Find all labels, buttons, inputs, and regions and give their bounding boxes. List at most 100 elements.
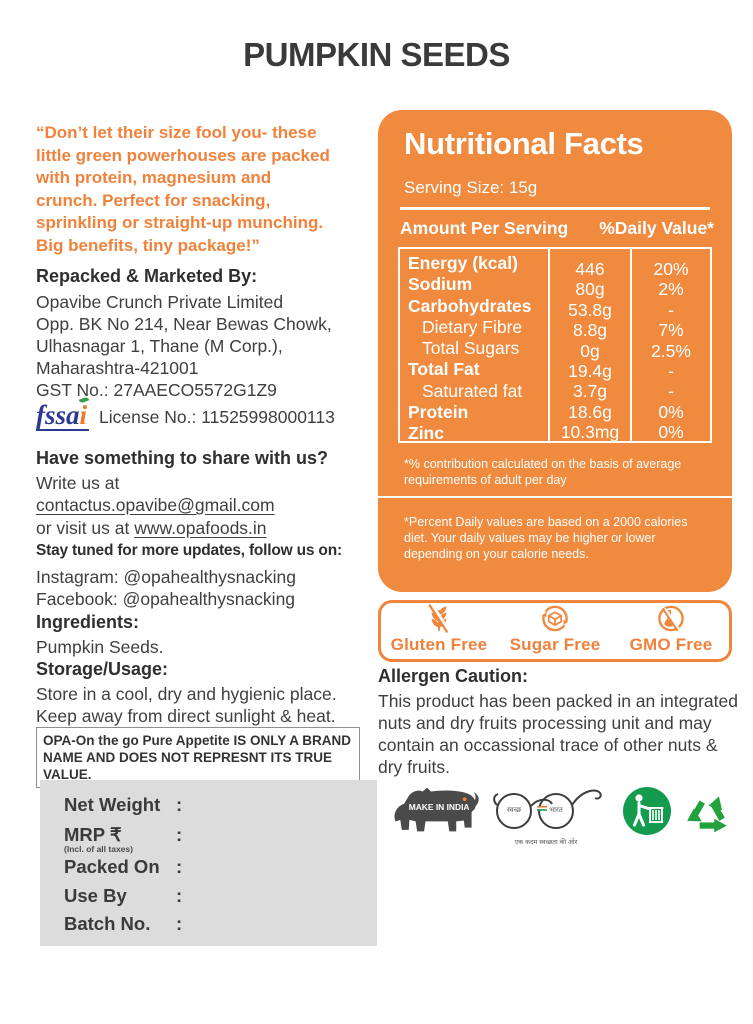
product-quote: “Don’t let their size fool you- these li… — [36, 122, 366, 257]
fssai-logo: fssai — [36, 396, 90, 431]
quote-line: sprinkling or straight-up munching. — [36, 213, 324, 232]
nutrient-amount: 3.7g — [572, 381, 608, 402]
contact-email-link[interactable]: contactus.opavibe@gmail.com — [36, 495, 275, 515]
nutrition-table-header: Amount Per Serving %Daily Value* — [400, 218, 714, 239]
use-by-row: Use By : — [64, 885, 182, 907]
quote-line: “Don’t let their size fool you- these — [36, 123, 317, 142]
nutrition-title: Nutritional Facts — [404, 126, 644, 161]
make-in-india-logo: MAKE IN INDIA — [394, 787, 479, 832]
badge-label: GMO Free — [629, 635, 713, 654]
gmo-free-badge: GMO Free — [613, 603, 729, 659]
amount-per-serving-header: Amount Per Serving — [400, 218, 569, 238]
free-from-badges: Gluten Free Sugar Free GMO Free — [378, 600, 732, 662]
net-weight-label: Net Weight — [64, 794, 161, 815]
nutrition-facts-panel: Nutritional Facts Serving Size: 15g Amou… — [378, 110, 732, 592]
swachh-text: स्वच्छ — [506, 807, 522, 814]
colon: : — [176, 885, 183, 906]
ingredients-value: Pumpkin Seeds. — [36, 637, 164, 657]
nutrient-amount: 8.8g — [572, 320, 608, 341]
storage-line: Keep away from direct sunlight & heat. — [36, 706, 336, 726]
badge-label: Sugar Free — [509, 635, 601, 654]
sugar-free-badge: Sugar Free — [497, 603, 613, 659]
nutrient-name: Carbohydrates — [408, 295, 532, 316]
nutrient-amount-column: 446 80g 53.8g 8.8g 0g 19.4g 3.7g 18.6g 1… — [548, 249, 630, 441]
address-line: Ulhasnagar 1, Thane (M Corp.), — [36, 336, 283, 356]
page-title: PUMPKIN SEEDS — [243, 36, 510, 73]
wheat-slash-icon — [428, 603, 451, 633]
share-heading: Have something to share with us? — [36, 448, 329, 468]
swachh-tagline: एक कदम स्वच्छता की ओर — [514, 839, 578, 846]
colon: : — [176, 824, 183, 845]
nutrient-name: Zinc — [408, 423, 444, 441]
daily-value-footnote: *Percent Daily values are based on a 200… — [404, 515, 688, 561]
quote-line: Big benefits, tiny package!” — [36, 235, 260, 255]
pack-details-box: Net Weight : MRP ₹ (Incl. of all taxes) … — [40, 780, 377, 946]
nutrient-amount: 0g — [580, 340, 600, 361]
nutrient-dv: 20% — [653, 259, 689, 279]
nutrient-dv: - — [668, 299, 674, 320]
nutrient-name: Protein — [408, 402, 469, 423]
use-by-label: Use By — [64, 885, 127, 906]
nutrient-dv-column: 20% 2% - 7% 2.5% - - 0% 0% — [630, 249, 710, 441]
colon: : — [176, 913, 183, 934]
nutrient-name: Dietary Fibre — [422, 316, 523, 337]
marketed-by-address: Opavibe Crunch Private Limited Opp. BK N… — [36, 291, 366, 401]
flask-slash-icon — [658, 605, 684, 632]
batch-no-row: Batch No. : — [64, 913, 182, 935]
batch-no-label: Batch No. — [64, 913, 151, 934]
fssai-license-number: License No.: 11525998000113 — [99, 406, 335, 427]
nutrient-name: Saturated fat — [422, 380, 523, 401]
nutrient-name-column: Energy (kcal) Sodium Carbohydrates Dieta… — [400, 249, 548, 441]
colon: : — [176, 856, 183, 877]
recycle-icon — [687, 796, 727, 833]
bharat-text: भारत — [549, 807, 563, 814]
nutrient-amount: 80g — [575, 279, 605, 300]
address-line: Maharashtra-421001 — [36, 358, 199, 378]
storage-line: Store in a cool, dry and hygienic place. — [36, 684, 337, 704]
nutrient-name: Total Fat — [408, 359, 480, 380]
sugar-cube-icon — [541, 605, 569, 632]
nutrient-dv: 0% — [658, 401, 684, 422]
instagram-handle: Instagram: @opahealthysnacking — [36, 567, 296, 587]
quote-line: crunch. Perfect for snacking, — [36, 190, 271, 210]
nutrient-dv: 2.5% — [651, 340, 691, 361]
colon: : — [176, 794, 183, 815]
nutrient-name: Sodium — [408, 274, 473, 295]
address-line: GST No.: 27AAECO5572G1Z9 — [36, 380, 277, 400]
gandhi-glasses-icon — [493, 789, 602, 829]
allergen-heading: Allergen Caution: — [378, 666, 529, 686]
facebook-handle: Facebook: @opahealthysnacking — [36, 589, 296, 609]
nutrient-amount: 53.8g — [568, 299, 612, 320]
divider — [400, 207, 710, 210]
nutrient-dv: 0% — [658, 422, 684, 441]
tidyman-icon — [623, 787, 671, 835]
storage-heading: Storage/Usage: — [36, 659, 169, 679]
visit-us-line: or visit us at www.opafoods.in — [36, 518, 267, 538]
packed-on-label: Packed On — [64, 856, 160, 877]
packed-on-row: Packed On : — [64, 856, 182, 878]
badge-label: Gluten Free — [390, 635, 488, 654]
fssai-logo-text: fssa — [36, 400, 80, 430]
ingredients-heading: Ingredients: — [36, 612, 140, 632]
nutrient-amount: 446 — [575, 259, 605, 279]
swachh-bharat-logo: स्वच्छ भारत एक कदम स्वच्छता की ओर — [490, 786, 602, 846]
gluten-free-badge: Gluten Free — [381, 603, 497, 659]
contribution-footnote: *% contribution calculated on the basis … — [404, 457, 682, 487]
address-line: Opavibe Crunch Private Limited — [36, 292, 284, 312]
allergen-text: This product has been packed in an integ… — [378, 691, 738, 777]
nutrient-amount: 10.3mg — [560, 422, 620, 441]
marketed-by-heading: Repacked & Marketed By: — [36, 266, 258, 286]
net-weight-row: Net Weight : — [64, 794, 182, 816]
fssai-license-row: fssai License No.: 11525998000113 — [36, 396, 376, 431]
nutrient-dv: 7% — [658, 320, 684, 341]
quote-line: with protein, magnesium and — [36, 168, 272, 187]
quote-line: little green powerhouses are packed — [36, 145, 330, 165]
mrp-label: MRP ₹ (Incl. of all taxes) — [64, 824, 176, 854]
nutrient-amount: 19.4g — [568, 361, 612, 382]
nutrient-name: Total Sugars — [422, 338, 520, 359]
make-in-india-text: MAKE IN INDIA — [409, 802, 470, 812]
social-heading: Stay tuned for more updates, follow us o… — [36, 542, 342, 559]
serving-size: Serving Size: 15g — [404, 178, 538, 197]
website-link[interactable]: www.opafoods.in — [134, 518, 267, 538]
